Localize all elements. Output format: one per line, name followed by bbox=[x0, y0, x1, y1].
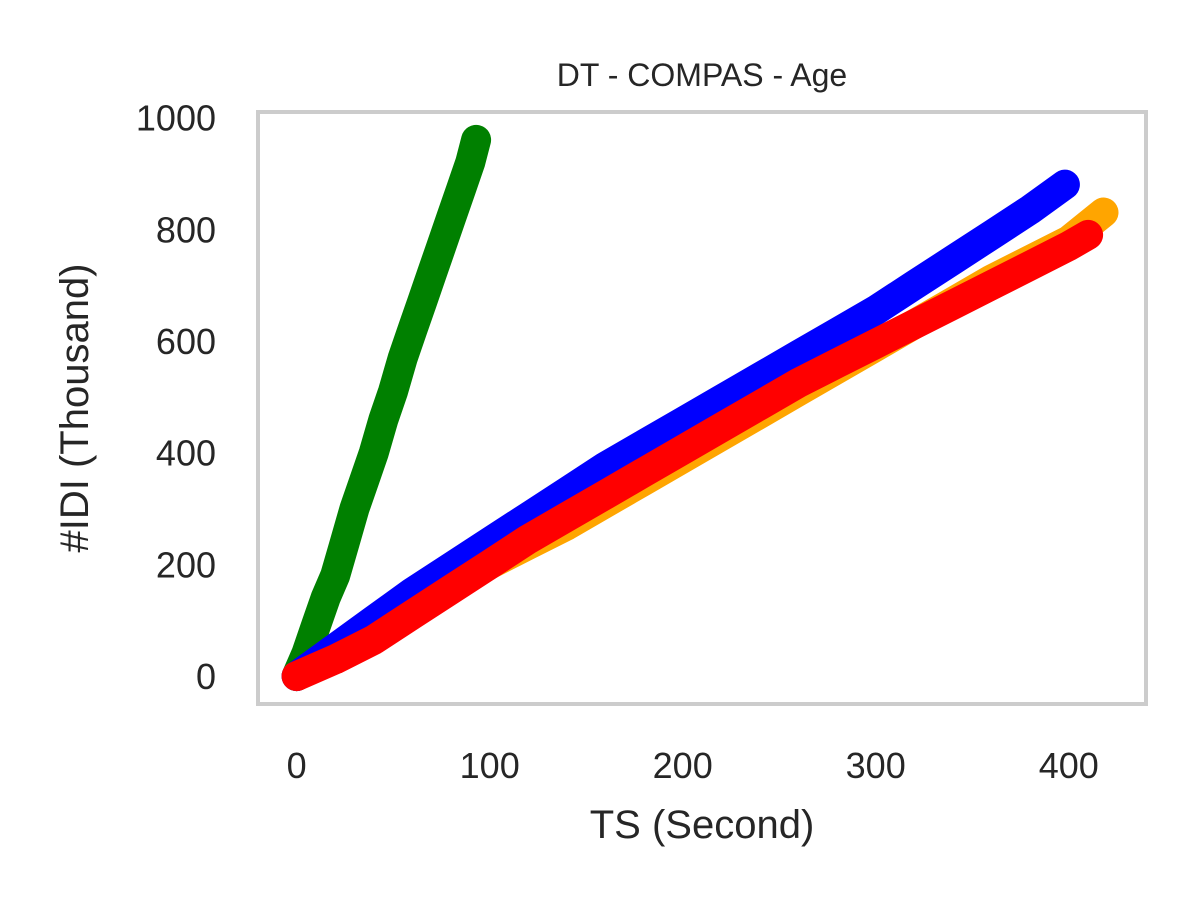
data-point-green bbox=[463, 126, 490, 153]
data-point-blue bbox=[785, 341, 812, 368]
data-point-red bbox=[438, 576, 464, 603]
data-point-green bbox=[428, 233, 455, 259]
data-point-red bbox=[283, 663, 310, 690]
data-point-red bbox=[322, 646, 349, 673]
series-line-red bbox=[281, 219, 1104, 692]
data-point-blue bbox=[669, 409, 696, 435]
y-tick-label: 1000 bbox=[136, 98, 216, 139]
data-point-red bbox=[708, 414, 735, 441]
data-point-green bbox=[322, 562, 349, 589]
y-tick-label: 600 bbox=[156, 321, 216, 362]
data-point-red bbox=[515, 526, 542, 553]
data-point-green bbox=[389, 344, 416, 371]
y-tick-label: 200 bbox=[156, 544, 216, 585]
data-point-green bbox=[312, 584, 339, 611]
data-point-red bbox=[785, 369, 812, 396]
data-point-red bbox=[476, 551, 503, 578]
x-tick-label: 400 bbox=[1039, 745, 1099, 786]
data-point-blue bbox=[708, 386, 735, 413]
data-point-green bbox=[399, 316, 426, 343]
data-point-red bbox=[1055, 233, 1082, 259]
x-axis-label: TS (Second) bbox=[590, 803, 815, 847]
data-point-orange bbox=[1090, 199, 1117, 226]
data-point-red bbox=[1075, 221, 1102, 248]
x-tick-label: 200 bbox=[653, 745, 713, 786]
data-point-blue bbox=[746, 364, 773, 391]
data-point-blue bbox=[978, 221, 1005, 248]
data-point-blue bbox=[631, 431, 658, 458]
data-point-green bbox=[438, 205, 464, 232]
data-point-green bbox=[341, 495, 368, 522]
series-layer bbox=[281, 124, 1119, 692]
data-point-red bbox=[862, 330, 889, 357]
y-tick-label: 0 bbox=[196, 656, 216, 697]
data-point-blue bbox=[592, 453, 619, 480]
data-point-red bbox=[553, 503, 580, 530]
x-tick-label: 100 bbox=[460, 745, 520, 786]
data-point-blue bbox=[862, 297, 889, 324]
data-point-red bbox=[901, 311, 928, 338]
data-point-green bbox=[331, 529, 358, 555]
data-point-green bbox=[457, 149, 484, 176]
data-point-red bbox=[399, 601, 426, 628]
data-point-red bbox=[824, 350, 851, 377]
y-tick-labels: 0 200 400 600 800 1000 bbox=[136, 98, 216, 697]
x-tick-labels: 0 100 200 300 400 bbox=[287, 745, 1099, 786]
data-point-red bbox=[940, 291, 966, 318]
data-point-red bbox=[978, 272, 1005, 299]
data-point-blue bbox=[824, 319, 851, 346]
x-tick-label: 0 bbox=[287, 745, 307, 786]
data-point-red bbox=[1017, 252, 1044, 279]
data-point-green bbox=[360, 439, 387, 466]
data-point-red bbox=[360, 626, 387, 653]
data-point-blue bbox=[1051, 171, 1078, 198]
data-point-blue bbox=[1017, 196, 1044, 223]
y-tick-label: 800 bbox=[156, 209, 216, 250]
data-point-green bbox=[380, 378, 407, 405]
chart-title: DT - COMPAS - Age bbox=[557, 57, 847, 93]
plot-frame bbox=[256, 110, 1148, 706]
y-tick-label: 400 bbox=[156, 433, 216, 474]
data-point-green bbox=[302, 612, 329, 639]
data-point-green bbox=[409, 288, 436, 315]
series-red bbox=[281, 219, 1104, 692]
data-point-blue bbox=[901, 272, 928, 299]
data-point-green bbox=[418, 261, 445, 287]
data-point-blue bbox=[940, 247, 966, 273]
y-axis-label: #IDI (Thousand) bbox=[53, 263, 97, 552]
data-point-red bbox=[669, 436, 696, 463]
data-point-red bbox=[746, 392, 773, 419]
data-point-red bbox=[631, 459, 658, 486]
data-point-red bbox=[592, 481, 619, 508]
x-tick-label: 300 bbox=[846, 745, 906, 786]
data-point-green bbox=[447, 177, 474, 204]
data-point-green bbox=[370, 406, 397, 433]
data-point-green bbox=[351, 467, 378, 494]
